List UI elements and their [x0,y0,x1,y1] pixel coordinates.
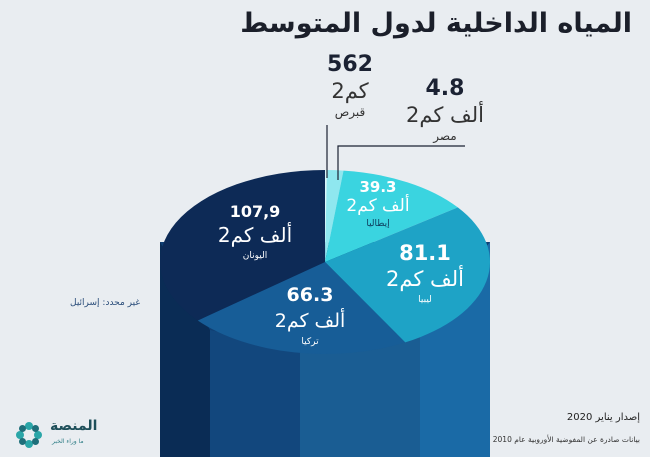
turkey-label: تركيا [301,337,319,347]
pie-slice-5 [325,169,327,262]
italy-label: إيطاليا [366,219,390,229]
italy-unit: ألف كم2 [346,196,410,216]
source-note: بيانات صادرة عن المفوضية الأوروبية عام 2… [492,435,640,444]
turkey-unit: ألف كم2 [274,310,346,332]
pie-slice-4 [325,170,344,262]
callout-greece: 107,9 ألف كم2 اليونان [205,202,305,264]
greece-value: 107,9 [229,202,281,221]
libya-label: ليبيا [418,295,432,305]
italy-value: 39.3 [359,178,397,196]
greece-unit: ألف كم2 [217,223,293,247]
callout-italy: 39.3 ألف كم2 إيطاليا [338,178,418,232]
pie-slice-1 [197,262,406,354]
leader-line-egypt [337,145,465,180]
logo-tagline: ما وراء الخبر [52,438,84,445]
egypt-unit: ألف كم2 [406,103,484,127]
logo: المنصة ما وراء الخبر [12,418,112,452]
callout-turkey: 66.3 ألف كم2 تركيا [260,282,360,350]
turkey-value: 66.3 [286,284,334,306]
callout-cyprus: 562 كم2 قبرص [310,52,390,120]
libya-unit: ألف كم2 [386,267,464,291]
logo-flower-icon [16,422,42,448]
egypt-value: 4.8 [425,76,465,101]
cylinder-side-mid2 [210,330,300,457]
pie-slice-0 [160,170,325,321]
cyprus-value: 562 [327,52,373,77]
callout-libya: 81.1 ألف كم2 ليبيا [370,240,480,308]
libya-value: 81.1 [399,241,451,265]
chart-title: المياه الداخلية لدول المتوسط [240,8,632,39]
cyprus-label: قبرص [334,105,366,119]
greece-label: اليونان [242,251,268,261]
note-unspecified: غير محدد: إسرائيل [70,298,141,308]
cyprus-unit: كم2 [331,79,369,103]
cylinder-side-mid [300,330,420,457]
callout-egypt: 4.8 ألف كم2 مصر [395,76,495,144]
pie-slice-2 [325,207,490,343]
pie-slice-3 [325,170,458,262]
release-date: إصدار يناير 2020 [566,412,640,423]
logo-name: المنصة [50,418,98,434]
egypt-label: مصر [433,129,457,143]
